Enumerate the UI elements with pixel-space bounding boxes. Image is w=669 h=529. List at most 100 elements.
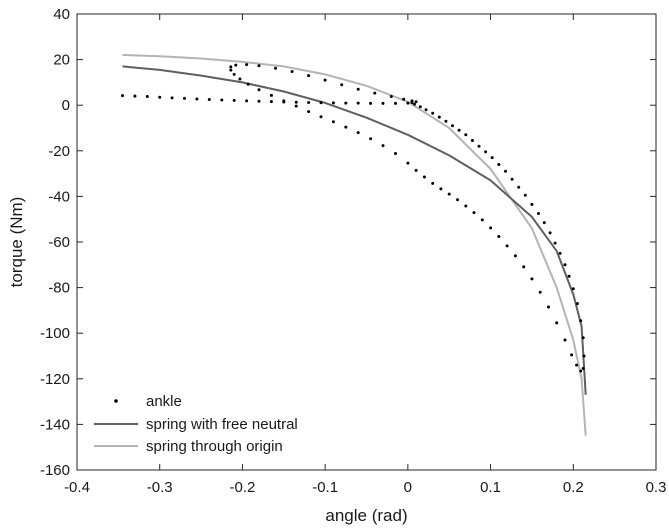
x-axis-label: angle (rad) — [325, 506, 407, 525]
data-point — [431, 111, 435, 115]
data-point — [418, 105, 422, 109]
data-point — [394, 101, 397, 105]
x-tick-label: -0.1 — [312, 479, 338, 496]
data-point — [170, 96, 174, 100]
data-point — [547, 305, 550, 309]
data-point — [530, 277, 534, 281]
data-point — [257, 64, 261, 68]
data-point — [356, 87, 360, 91]
y-axis-ticks: 40 20 0 -20 -40 -60 -80 -100 -120 -140 -160 — [40, 6, 656, 479]
data-point — [373, 91, 377, 95]
y-tick-label: -160 — [40, 462, 70, 479]
data-point — [369, 137, 373, 141]
data-point — [229, 65, 233, 69]
data-point — [356, 131, 360, 135]
y-tick-label: -80 — [48, 280, 70, 297]
data-point — [323, 78, 327, 82]
data-point — [195, 97, 199, 101]
legend-item-spring-with-free-neutral: spring with free neutral — [94, 416, 298, 433]
data-point — [464, 204, 468, 208]
data-point — [444, 119, 448, 123]
data-point — [456, 198, 459, 202]
data-point — [234, 63, 238, 67]
data-point — [579, 369, 583, 373]
data-point — [246, 82, 250, 86]
data-point — [424, 108, 428, 112]
x-axis-ticks: -0.4 -0.3 -0.2 -0.1 0 0.1 0.2 0.3 — [64, 14, 666, 496]
data-point — [331, 120, 335, 124]
data-point — [431, 181, 435, 185]
data-point — [517, 185, 521, 189]
data-point — [245, 99, 249, 103]
data-point — [542, 221, 546, 225]
data-point — [555, 321, 559, 325]
data-point — [457, 128, 461, 132]
y-tick-label: 20 — [53, 52, 70, 69]
data-point — [238, 77, 242, 81]
data-point — [410, 99, 414, 103]
y-tick-label: -100 — [40, 325, 70, 342]
y-tick-label: -120 — [40, 371, 70, 388]
data-point — [563, 263, 567, 267]
data-point — [220, 98, 224, 102]
x-tick-label: -0.2 — [229, 479, 255, 496]
legend-item-ankle: ankle — [114, 393, 182, 410]
x-tick-label: -0.4 — [64, 479, 90, 496]
data-point — [307, 101, 311, 104]
y-tick-label: 40 — [53, 6, 70, 23]
x-tick-label: 0 — [404, 479, 412, 496]
series-layer — [121, 54, 587, 436]
data-point — [269, 100, 273, 104]
legend-label-spring-with-free-neutral: spring with free neutral — [146, 416, 298, 433]
data-point — [356, 101, 360, 105]
data-point — [505, 244, 509, 248]
data-point — [504, 169, 507, 173]
data-point — [567, 274, 571, 278]
data-point — [406, 161, 410, 165]
data-point — [344, 125, 348, 129]
data-point — [537, 212, 540, 215]
y-axis-label: torque (Nm) — [7, 197, 26, 288]
y-tick-label: -140 — [40, 416, 70, 433]
data-point — [480, 218, 484, 222]
data-point — [490, 156, 494, 160]
y-tick-label: -20 — [48, 143, 70, 160]
data-point — [331, 101, 335, 105]
x-tick-label: -0.3 — [147, 479, 173, 496]
data-point — [581, 336, 585, 340]
data-point — [582, 354, 586, 358]
data-point — [414, 100, 418, 104]
data-point — [470, 139, 474, 142]
y-tick-label: -40 — [48, 188, 70, 205]
y-tick-label: -60 — [48, 234, 70, 251]
data-point — [257, 88, 261, 92]
data-point — [522, 265, 526, 269]
data-point — [319, 115, 323, 119]
series-points-ankle — [121, 63, 586, 373]
y-tick-label: 0 — [62, 97, 70, 114]
data-point — [406, 101, 410, 105]
data-point — [294, 104, 298, 108]
data-point — [575, 302, 579, 306]
data-point — [575, 363, 579, 367]
data-point — [344, 101, 348, 105]
data-point — [232, 98, 236, 102]
data-point — [245, 63, 249, 67]
data-point — [439, 187, 443, 191]
data-point — [422, 175, 426, 179]
data-point — [484, 150, 488, 154]
data-point — [472, 211, 476, 215]
x-tick-label: 0.1 — [480, 479, 501, 496]
data-point — [579, 319, 583, 323]
data-point — [558, 251, 562, 255]
data-point — [133, 94, 137, 98]
data-point — [414, 168, 418, 172]
data-point — [402, 97, 406, 101]
data-point — [489, 226, 493, 230]
data-point — [437, 115, 441, 119]
data-point — [523, 193, 527, 197]
data-point — [121, 94, 124, 98]
data-point — [497, 235, 501, 238]
data-point — [381, 144, 385, 148]
